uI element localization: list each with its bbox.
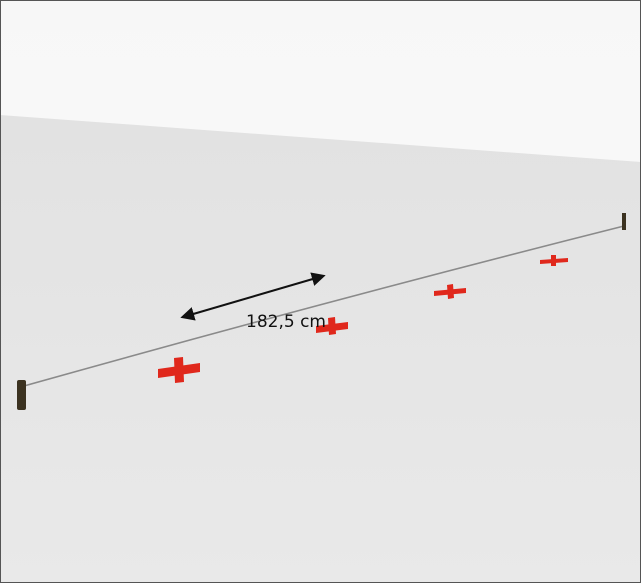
cross-1b (174, 357, 184, 383)
cross-4b (551, 255, 556, 266)
post-right (622, 213, 626, 230)
cross-2b (328, 317, 336, 335)
dimension-label: 182,5 cm (246, 312, 326, 332)
dimension-arrow (180, 272, 326, 321)
rope (23, 225, 625, 387)
markers (158, 255, 568, 383)
post-left (17, 380, 26, 410)
floor (0, 115, 641, 583)
cross-3b (447, 284, 454, 299)
